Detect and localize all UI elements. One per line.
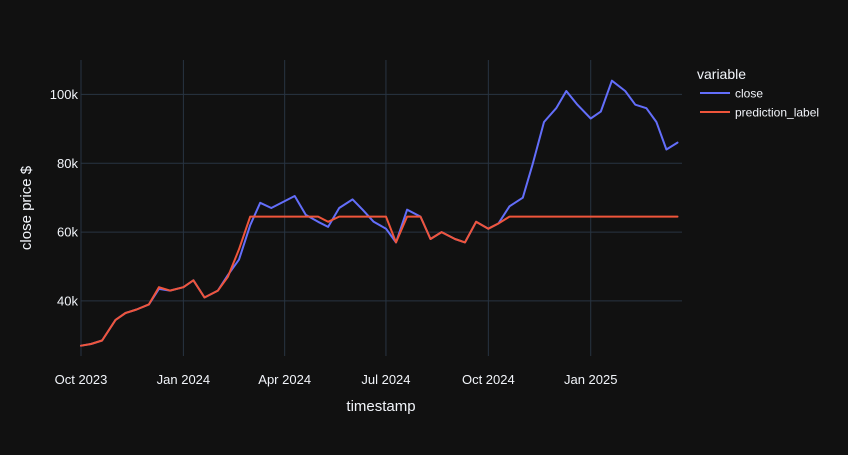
legend-label: prediction_label [735,106,819,120]
y-tick-labels: 40k 60k 80k 100k [50,87,79,309]
y-tick-label: 80k [57,156,78,171]
x-tick-label: Oct 2023 [55,372,108,387]
x-tick-label: Oct 2024 [462,372,515,387]
legend-title: variable [697,66,746,82]
y-tick-label: 100k [50,87,79,102]
y-tick-label: 40k [57,293,78,308]
series-line-prediction-label [80,215,679,347]
y-tick-label: 60k [57,225,78,240]
x-axis-label: timestamp [346,398,415,415]
x-tick-label: Jan 2025 [564,372,618,387]
x-tick-label: Jul 2024 [361,372,410,387]
legend-items: close prediction_label [700,87,819,120]
legend: variable close prediction_label [697,66,819,120]
series-line-close [80,79,679,347]
x-tick-label: Jan 2024 [157,372,211,387]
grid-lines [80,60,682,356]
legend-label: close [735,87,763,101]
series-lines [80,79,679,347]
x-tick-labels: Oct 2023 Jan 2024 Apr 2024 Jul 2024 Oct 2024… [55,372,618,387]
x-tick-label: Apr 2024 [258,372,311,387]
y-axis-label: close price $ [18,165,35,250]
